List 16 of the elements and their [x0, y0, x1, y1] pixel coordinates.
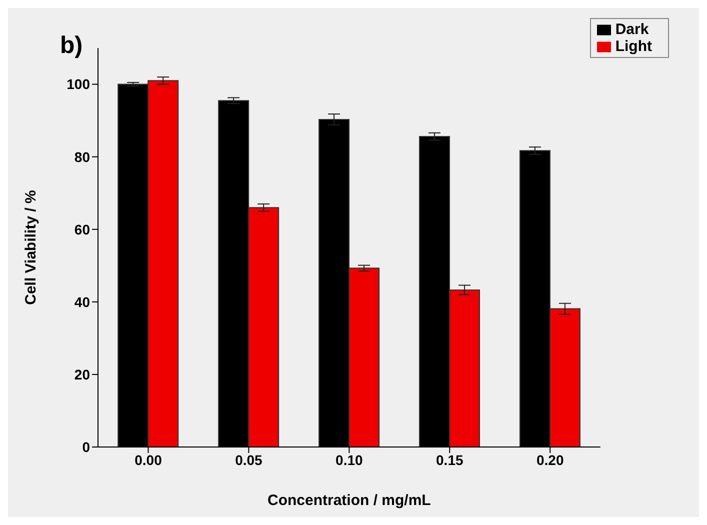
x-tick-label: 0.05	[235, 452, 263, 468]
chart-title: b)	[60, 32, 83, 60]
y-tick-label: 80	[74, 148, 90, 165]
x-axis-title: Concentration / mg/mL	[268, 492, 431, 509]
y-tick-label: 20	[74, 366, 90, 382]
x-tick-label: 0.20	[536, 452, 564, 468]
y-axis-title: Cell Viability / %	[22, 190, 40, 305]
legend-label: Light	[615, 38, 652, 55]
y-tick-label: 0	[82, 438, 90, 455]
y-tick-label: 100	[66, 76, 90, 92]
x-tick-label: 0.15	[436, 452, 464, 468]
legend-label: Dark	[615, 21, 649, 38]
y-tick-label: 60	[74, 221, 90, 238]
x-tick-label: 0.10	[336, 452, 364, 468]
y-tick-label: 40	[74, 294, 90, 310]
x-tick-label: 0.00	[134, 452, 162, 468]
